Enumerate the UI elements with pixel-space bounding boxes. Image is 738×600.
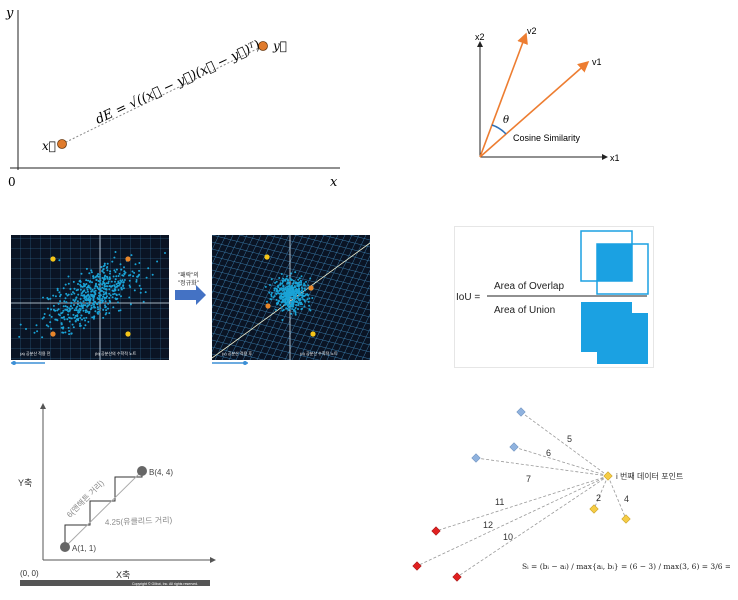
silhouette-diagram: i 번째 데이터 포인트 5 6 7 2 4 11 12 10 Sᵢ = (bᵢ…: [410, 403, 738, 593]
point-a-label: A(1, 1): [72, 544, 96, 553]
x1-axis-label: x1: [610, 153, 620, 163]
point-y-label: y⃗: [272, 39, 287, 53]
distance-label-6: 6: [546, 448, 551, 458]
euclidean-label: 4.25(유클리드 거리): [105, 516, 173, 527]
mahalanobis-diagram: (a) 공분산 적용 전 (b) 공분산의 수학적 노트 "패락"의 "정규화"…: [0, 228, 380, 373]
origin-label: (0, 0): [20, 569, 39, 578]
arrow-label-line1: "패락"의: [178, 271, 199, 279]
y-axis-label: Y축: [18, 478, 32, 488]
euclidean-line: [64, 470, 143, 548]
manhattan-distance-diagram: Y축 X축 (0, 0) A(1, 1) B(4, 4) 6(맨해튼 거리) 4…: [10, 398, 220, 588]
scatter-plot-before: (a) 공분산 적용 전 (b) 공분산의 수학적 노트: [11, 235, 169, 360]
origin-label: 0: [8, 175, 16, 189]
distance-label-2: 2: [596, 493, 601, 503]
point-y-marker: [258, 41, 268, 51]
distance-label-4: 4: [624, 494, 629, 504]
x2-axis-label: x2: [475, 32, 485, 42]
angle-arc: [491, 124, 507, 135]
svg-text:(d) 공분산 수학적 노트: (d) 공분산 수학적 노트: [300, 350, 338, 356]
svg-text:(a) 공분산 적용 전: (a) 공분산 적용 전: [20, 350, 51, 356]
distance-label-11: 11: [495, 497, 504, 507]
svg-text:(b) 공분산의 수학적 노트: (b) 공분산의 수학적 노트: [95, 350, 137, 356]
point-x-label: x⃗: [42, 139, 56, 153]
svg-text:(c) 공분산 적용 후: (c) 공분산 적용 후: [222, 350, 252, 356]
distance-label-5: 5: [567, 434, 572, 444]
union-area: [581, 302, 648, 364]
iou-denominator: Area of Union: [494, 305, 555, 316]
point-b-marker: [137, 466, 147, 476]
transform-arrow: [175, 285, 206, 305]
copyright-text: Copyright © Gilbut, Inc. All rights rese…: [132, 582, 198, 586]
copyright-bar: [20, 580, 210, 586]
vector-v2: [479, 32, 528, 158]
euclidean-formula: dE = √((x⃗ − y⃗)(x⃗ − y⃗)ᵀ): [93, 38, 262, 128]
iou-diagram: IoU = Area of Overlap Area of Union: [454, 226, 654, 368]
point-b-label: B(4, 4): [149, 468, 173, 477]
iou-label: IoU =: [456, 292, 480, 303]
distance-line: [61, 45, 264, 145]
point-x-marker: [57, 139, 67, 149]
x-axis-label: X축: [116, 570, 130, 580]
cosine-similarity-diagram: x1 x2 v1 v2 θ Cosine Similarity: [455, 20, 630, 170]
target-point: [603, 471, 613, 481]
vector-v2-label: v2: [527, 26, 537, 36]
y-axis-label: y: [5, 6, 14, 21]
arrow-label-line2: "정규화": [178, 280, 199, 287]
iou-numerator: Area of Overlap: [494, 281, 564, 292]
distance-label-10: 10: [503, 532, 513, 542]
overlap-area: [597, 244, 632, 281]
x-axis-label: x: [330, 175, 338, 190]
scatter-plot-after: (c) 공분산 적용 후 (d) 공분산 수학적 노트: [212, 235, 370, 360]
euclidean-distance-diagram: y x 0 x⃗ y⃗ dE = √((x⃗ − y⃗)(x⃗ − y⃗)ᵀ): [0, 0, 350, 195]
cosine-caption: Cosine Similarity: [513, 133, 581, 143]
distance-label-7: 7: [526, 474, 531, 484]
angle-label: θ: [503, 115, 509, 126]
silhouette-formula: Sᵢ = (bᵢ − aᵢ) / max{aᵢ, bᵢ} = (6 − 3) /…: [522, 562, 730, 571]
manhattan-path: [64, 471, 143, 547]
target-label: i 번째 데이터 포인트: [616, 471, 683, 481]
point-a-marker: [60, 542, 70, 552]
vector-v1-label: v1: [592, 57, 602, 67]
distance-label-12: 12: [483, 520, 493, 530]
vector-v1: [479, 60, 590, 158]
